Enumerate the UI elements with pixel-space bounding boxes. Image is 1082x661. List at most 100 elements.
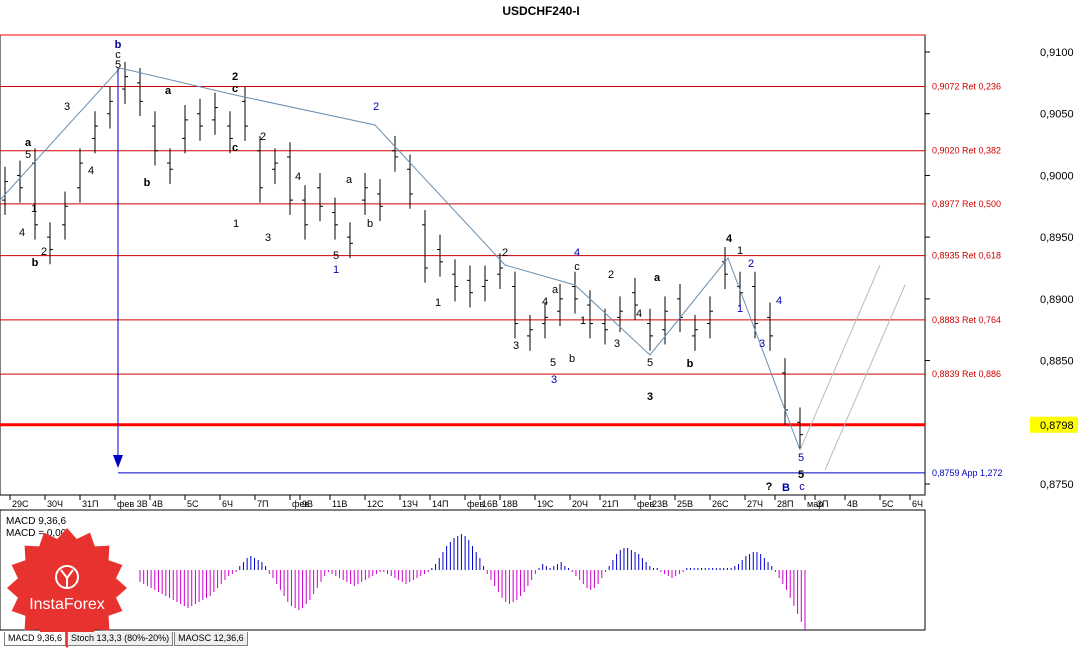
date-tick-label: 18В xyxy=(502,499,518,509)
tab-maosc[interactable]: MAOSC 12,36,6 xyxy=(174,632,248,646)
retracement-label: 0,8935 Ret 0,618 xyxy=(932,251,1001,261)
indicator-tabs: MACD 9,36,6 Stoch 13,3,3 (80%-20%) MAOSC… xyxy=(4,632,249,646)
retracement-label: 0,8977 Ret 0,500 xyxy=(932,199,1001,209)
wave-label: a xyxy=(346,174,353,186)
wave-label: 4 xyxy=(574,247,580,259)
wave-label: 5 xyxy=(798,469,804,481)
instaforex-logo: InstaForex xyxy=(4,525,130,651)
wave-label: c xyxy=(115,49,121,61)
date-tick-label: фев xyxy=(637,499,654,509)
wave-label: 1 xyxy=(333,264,339,276)
wave-label: b xyxy=(687,358,694,370)
wave-label: a xyxy=(165,85,172,97)
wave-label: 2 xyxy=(232,71,238,83)
wave-label: 1 xyxy=(233,218,239,230)
wave-label: 4 xyxy=(726,233,733,245)
date-tick-label: 13Ч xyxy=(402,499,418,509)
wave-label: 3 xyxy=(614,338,620,350)
date-tick-label: 9В xyxy=(302,499,313,509)
date-tick-label: 11В xyxy=(332,499,347,509)
macd-histogram xyxy=(139,534,806,630)
date-tick-label: 21П xyxy=(602,499,618,509)
channel-line xyxy=(824,284,906,471)
date-tick-label: фев xyxy=(467,499,484,509)
wave-label: 1 xyxy=(737,303,743,315)
price-tick-label: 0,8900 xyxy=(1040,294,1074,306)
candles xyxy=(2,61,803,450)
date-tick-label: 19С xyxy=(537,499,554,509)
wave-label: 2 xyxy=(41,246,47,258)
date-tick-label: 12С xyxy=(367,499,384,509)
wave-label: 5 xyxy=(550,357,556,369)
wave-label: 4 xyxy=(636,308,642,320)
retracement-label: 0,8839 Ret 0,886 xyxy=(932,369,1001,379)
price-tick-label: 0,9100 xyxy=(1040,47,1074,59)
price-tick-label: 0,9000 xyxy=(1040,170,1074,182)
wave-label: 1 xyxy=(31,203,37,215)
wave-label: 5 xyxy=(115,59,121,71)
wave-label: b xyxy=(115,39,122,51)
wave-label: ? xyxy=(766,481,773,493)
price-tick-label: 0,8850 xyxy=(1040,356,1074,368)
wave-label: 4 xyxy=(295,171,301,183)
wave-label: a xyxy=(25,137,32,149)
date-tick-label: 5С xyxy=(882,499,894,509)
date-tick-label: 30Ч xyxy=(47,499,63,509)
wave-label: b xyxy=(144,177,151,189)
price-tick-label: 0,8950 xyxy=(1040,232,1074,244)
tab-macd[interactable]: MACD 9,36,6 xyxy=(4,632,67,646)
tab-stoch[interactable]: Stoch 13,3,3 (80%-20%) xyxy=(67,632,174,646)
wave-label: 3 xyxy=(64,101,70,113)
wave-label: 5 xyxy=(25,149,31,161)
price-tick-label: 0,9050 xyxy=(1040,109,1074,121)
retracement-label: 0,8759 App 1,272 xyxy=(932,468,1003,478)
date-tick-label: 4В xyxy=(847,499,858,509)
current-price-box xyxy=(1030,416,1078,433)
wave-label: 2 xyxy=(260,131,266,143)
price-plot-frame xyxy=(0,34,926,496)
date-tick-label: 31П xyxy=(82,499,98,509)
wave-label: c xyxy=(232,83,238,95)
wave-label: 4 xyxy=(19,227,25,239)
wave-label: b xyxy=(32,257,39,269)
wave-label: 3 xyxy=(551,374,557,386)
date-tick-label: 7П xyxy=(257,499,268,509)
wave-label: 4 xyxy=(776,295,782,307)
retracement-label: 0,8883 Ret 0,764 xyxy=(932,315,1001,325)
retracement-lines: 0,9072 Ret 0,236 0,9020 Ret 0,382 0,8977 R… xyxy=(0,34,1003,478)
channel-line xyxy=(799,264,881,451)
wave-label: B xyxy=(782,482,790,494)
date-tick-label: 27Ч xyxy=(747,499,763,509)
wave-label: a xyxy=(552,284,559,296)
date-tick-label: 25В xyxy=(677,499,693,509)
wave-label: 2 xyxy=(373,101,379,113)
wave-label: c xyxy=(574,261,580,273)
date-tick-label: 28П xyxy=(777,499,793,509)
date-tick-label: 5С xyxy=(187,499,199,509)
date-tick-label: 14П xyxy=(432,499,448,509)
wave-label: 5 xyxy=(798,452,804,464)
date-tick-label: фев xyxy=(292,499,309,509)
wave-label: 3 xyxy=(759,338,765,350)
wave-path xyxy=(0,67,801,451)
date-tick-label: 26С xyxy=(712,499,729,509)
wave-label: 2 xyxy=(502,247,508,259)
wave-label: 2 xyxy=(748,258,754,270)
date-tick-label: 6Ч xyxy=(222,499,233,509)
date-tick-label: 4В xyxy=(152,499,163,509)
logo-badge-icon xyxy=(7,528,127,648)
wave-label: b xyxy=(569,353,575,365)
wave-label: c xyxy=(799,481,805,493)
date-tick-label: 3П xyxy=(817,499,828,509)
wave-label: 1 xyxy=(435,297,441,309)
macd-label: MACD 9,36,6 xyxy=(6,516,66,527)
price-tick-label: 0,8750 xyxy=(1040,479,1074,491)
wave-lines xyxy=(0,67,906,471)
wave-label: c xyxy=(232,142,238,154)
indicator-plot-frame xyxy=(0,509,926,631)
wave-label: 1 xyxy=(737,245,743,257)
wave-label: 3 xyxy=(513,340,519,352)
